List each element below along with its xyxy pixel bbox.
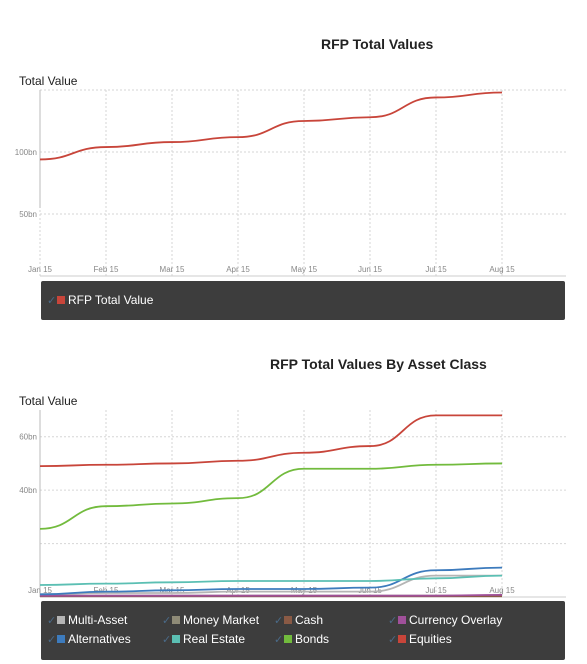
- x-tick-label: Aug 15: [489, 265, 515, 274]
- x-tick-label: Jun 15: [358, 586, 383, 595]
- legend-swatch: [284, 635, 292, 643]
- legend-swatch: [57, 296, 65, 304]
- x-tick-label: Jul 15: [425, 265, 447, 274]
- legend-label: Bonds: [295, 632, 330, 646]
- check-icon: ✓: [47, 614, 57, 627]
- y-axis-title: Total Value: [19, 74, 78, 88]
- legend-label: Currency Overlay: [409, 613, 503, 627]
- legend-swatch: [57, 635, 65, 643]
- y-tick-label: 50bn: [19, 210, 37, 219]
- series-line-real-estate: [40, 574, 503, 586]
- x-tick-label: Aug 15: [489, 586, 515, 595]
- x-tick-label: Mar 15: [160, 265, 185, 274]
- check-icon: ✓: [162, 633, 172, 646]
- legend-swatch: [57, 616, 65, 624]
- y-tick-label: 60bn: [19, 433, 37, 442]
- series-line-alternatives: [40, 566, 503, 596]
- x-tick-label: Feb 15: [94, 586, 119, 595]
- series-group: [40, 91, 503, 161]
- chart-1: RFP Total Values Total Value 100bn50bnDe…: [0, 0, 587, 330]
- x-tick-label: Apr 15: [226, 265, 250, 274]
- x-tick-label: May 15: [291, 265, 318, 274]
- x-tick-label: Jul 15: [425, 586, 447, 595]
- legend-item-money-market[interactable]: ✓ Money Market: [162, 613, 259, 627]
- check-icon: ✓: [162, 614, 172, 627]
- legend-swatch: [172, 616, 180, 624]
- legend-item-alternatives[interactable]: ✓ Alternatives: [47, 632, 131, 646]
- y-tick-label: 40bn: [19, 486, 37, 495]
- legend-label: RFP Total Value: [68, 293, 154, 307]
- legend-label: Alternatives: [68, 632, 131, 646]
- chart-title: RFP Total Values: [321, 36, 434, 52]
- x-tick-label: May 15: [291, 586, 318, 595]
- legend-swatch: [398, 635, 406, 643]
- legend-item-rfp-total-value[interactable]: ✓ RFP Total Value: [47, 293, 153, 307]
- y-tick-label: 100bn: [15, 148, 37, 157]
- legend-swatch: [398, 616, 406, 624]
- series-line-bonds: [40, 462, 503, 530]
- legend-label: Multi-Asset: [68, 613, 128, 627]
- legend-item-cash[interactable]: ✓ Cash: [274, 613, 323, 627]
- legend-label: Equities: [409, 632, 452, 646]
- check-icon: ✓: [388, 614, 398, 627]
- legend-label: Cash: [295, 613, 324, 627]
- legend-item-real-estate[interactable]: ✓ Real Estate: [162, 632, 245, 646]
- legend-item-multi-asset[interactable]: ✓ Multi-Asset: [47, 613, 127, 627]
- chart-legend: ✓ RFP Total Value: [41, 281, 565, 320]
- check-icon: ✓: [274, 633, 284, 646]
- legend-label: Real Estate: [183, 632, 246, 646]
- series-line-rfp-total-value: [40, 91, 503, 161]
- series-line-currency-overlay: [40, 593, 503, 597]
- legend-swatch: [172, 635, 180, 643]
- chart-legend: ✓ Multi-Asset ✓ Money Market ✓ Cash ✓ Currency …: [41, 601, 565, 660]
- legend-item-equities[interactable]: ✓ Equities: [388, 632, 452, 646]
- series-line-equities: [40, 414, 502, 468]
- legend-swatch: [284, 616, 292, 624]
- legend-item-currency-overlay[interactable]: ✓ Currency Overlay: [388, 613, 502, 627]
- check-icon: ✓: [388, 633, 398, 646]
- x-tick-label: Jan 15: [28, 586, 53, 595]
- chart-title: RFP Total Values By Asset Class: [270, 356, 487, 372]
- series-group: [40, 414, 503, 598]
- legend-label: Money Market: [183, 613, 260, 627]
- x-tick-label: Jan 15: [28, 265, 53, 274]
- x-tick-label: Feb 15: [94, 265, 119, 274]
- check-icon: ✓: [47, 633, 57, 646]
- check-icon: ✓: [47, 294, 57, 307]
- legend-item-bonds[interactable]: ✓ Bonds: [274, 632, 329, 646]
- x-tick-label: Apr 15: [226, 586, 250, 595]
- check-icon: ✓: [274, 614, 284, 627]
- y-axis-title: Total Value: [19, 394, 78, 408]
- x-tick-label: Jun 15: [358, 265, 383, 274]
